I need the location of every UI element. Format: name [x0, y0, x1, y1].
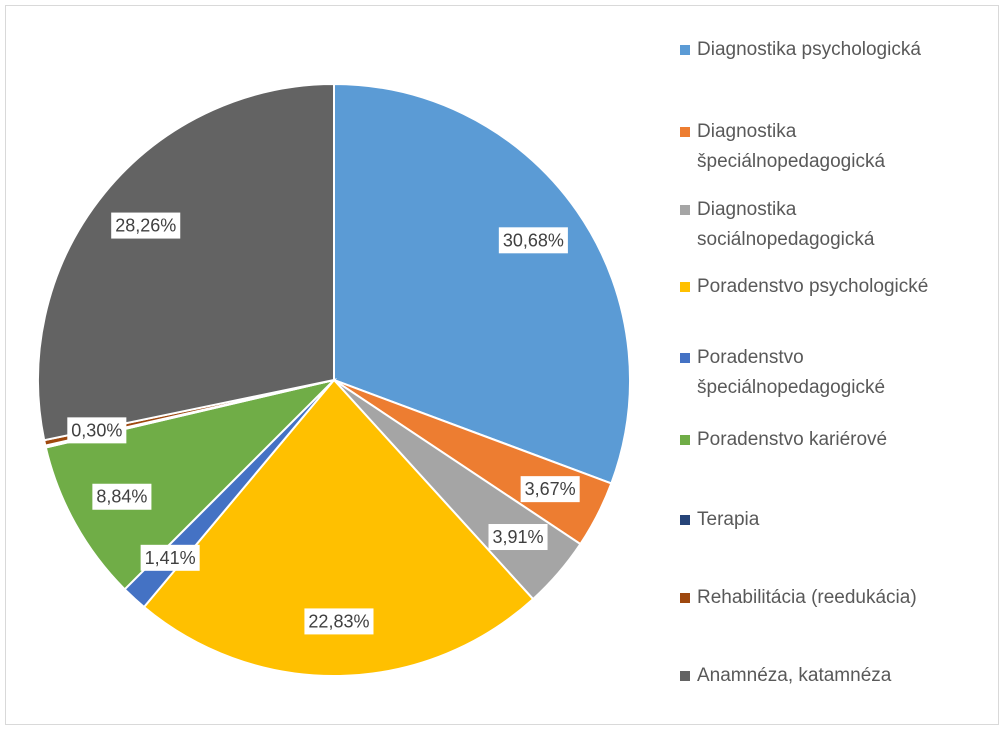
legend-swatch: [680, 45, 690, 55]
legend-item: Anamnéza, katamnéza: [680, 661, 970, 691]
data-label-bg: [67, 417, 127, 444]
legend-swatch: [680, 671, 690, 681]
data-label: 1,41%: [145, 548, 196, 568]
data-label-bg: [488, 524, 548, 551]
pie-slice: [333, 82, 631, 485]
legend-item: Poradenstvo špeciálnopedagogické: [680, 343, 970, 403]
data-label: 8,84%: [96, 487, 147, 507]
pie-slice: [37, 82, 335, 442]
legend-item: Terapia: [680, 505, 970, 535]
data-label-bg: [304, 608, 374, 635]
legend-label: Poradenstvo kariérové: [697, 429, 888, 450]
legend-label: Diagnostika sociálnopedagogická: [697, 199, 875, 250]
data-label: 0,30%: [71, 420, 122, 440]
frame: [5, 5, 999, 725]
legend-label: Diagnostika špeciálnopedagogická: [697, 121, 886, 172]
data-label: 3,67%: [525, 479, 576, 499]
legend-label: Poradenstvo špeciálnopedagogické: [697, 347, 886, 398]
legend-item: Poradenstvo kariérové: [680, 425, 970, 455]
legend-item: Diagnostika psychologická: [680, 35, 970, 65]
data-label: 22,83%: [308, 611, 369, 631]
legend-item: Poradenstvo psychologické: [680, 272, 970, 302]
legend-swatch: [680, 435, 690, 445]
legend-item: Diagnostika špeciálnopedagogická: [680, 117, 970, 177]
legend-label: Poradenstvo psychologické: [697, 276, 929, 297]
legend-label: Terapia: [697, 509, 760, 530]
data-label-bg: [111, 212, 181, 239]
legend-label: Rehabilitácia (reedukácia): [697, 587, 917, 608]
data-label-bg: [498, 227, 568, 254]
legend-item: Rehabilitácia (reedukácia): [680, 583, 970, 613]
legend-label: Diagnostika psychologická: [697, 39, 921, 60]
legend-item: Diagnostika sociálnopedagogická: [680, 195, 970, 255]
legend-swatch: [680, 353, 690, 363]
data-label: 28,26%: [115, 216, 176, 236]
legend-swatch: [680, 515, 690, 525]
legend-swatch: [680, 205, 690, 215]
legend-label: Anamnéza, katamnéza: [697, 665, 892, 686]
data-label-bg: [520, 476, 580, 503]
pie-slice: [142, 378, 535, 677]
data-label: 3,91%: [492, 527, 543, 547]
data-label-bg: [140, 544, 200, 571]
legend-swatch: [680, 593, 690, 603]
legend-swatch: [680, 282, 690, 292]
data-label: 30,68%: [503, 230, 564, 250]
data-label-bg: [92, 483, 152, 510]
legend-swatch: [680, 127, 690, 137]
